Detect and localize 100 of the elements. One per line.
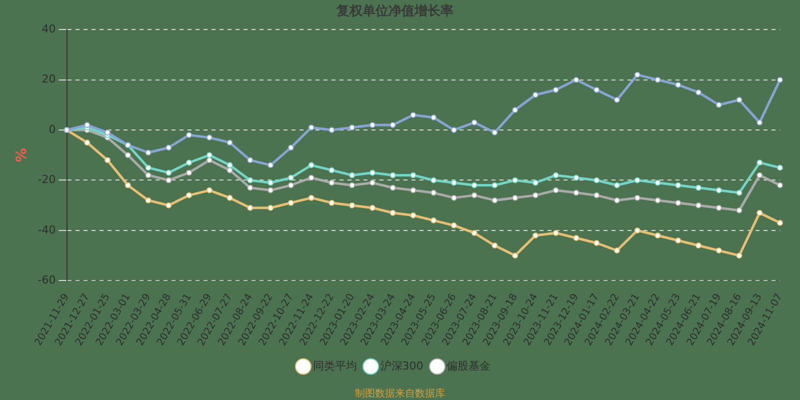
point — [145, 197, 152, 204]
point — [328, 180, 335, 186]
point — [349, 182, 356, 188]
point — [716, 102, 722, 108]
point — [512, 252, 518, 259]
point — [695, 242, 702, 249]
point — [675, 182, 682, 188]
point — [573, 234, 580, 241]
point — [654, 76, 661, 83]
point — [328, 200, 335, 206]
point — [532, 192, 538, 198]
y-tick-label: -20 — [38, 173, 56, 186]
point — [166, 177, 172, 184]
point — [471, 119, 478, 126]
point — [410, 212, 416, 218]
point — [288, 144, 294, 151]
point — [410, 187, 416, 194]
point — [492, 242, 498, 249]
point — [288, 174, 294, 181]
point — [166, 144, 172, 151]
point — [186, 170, 192, 176]
legend-label: 沪深300 — [380, 359, 424, 372]
point — [450, 222, 457, 228]
point — [675, 82, 682, 88]
point — [206, 134, 212, 141]
point — [716, 248, 722, 254]
point — [349, 124, 356, 131]
point — [654, 197, 661, 204]
point — [777, 164, 783, 171]
point — [471, 230, 478, 236]
point — [634, 194, 640, 201]
legend-label: 同类平均 — [312, 359, 357, 372]
point — [634, 177, 640, 184]
point — [492, 130, 498, 136]
point — [186, 192, 192, 198]
point — [288, 182, 294, 188]
point — [756, 210, 763, 216]
point — [390, 122, 396, 128]
point — [84, 140, 90, 146]
point — [552, 86, 559, 93]
legend-label: 偏股基金 — [446, 359, 491, 372]
point — [675, 238, 682, 244]
point — [450, 127, 457, 134]
point — [268, 180, 274, 186]
point — [594, 177, 600, 184]
point — [654, 232, 661, 238]
point — [614, 182, 620, 188]
point — [756, 172, 763, 178]
point — [349, 172, 356, 178]
point — [716, 187, 722, 194]
point — [390, 210, 396, 216]
point — [145, 164, 152, 171]
point — [410, 172, 416, 178]
point — [308, 162, 314, 168]
point — [594, 192, 600, 198]
point — [634, 72, 640, 78]
point — [777, 220, 783, 226]
point — [84, 122, 90, 128]
point — [695, 89, 702, 96]
point — [226, 140, 233, 146]
point — [390, 184, 396, 191]
point — [206, 187, 212, 194]
point — [410, 112, 416, 118]
point — [471, 192, 478, 198]
point — [654, 180, 661, 186]
point — [369, 204, 376, 211]
point — [124, 152, 131, 158]
point — [430, 177, 437, 184]
point — [573, 190, 580, 196]
point — [430, 217, 437, 224]
point — [349, 202, 356, 208]
point — [512, 106, 518, 113]
point — [328, 127, 335, 134]
point — [226, 194, 233, 201]
point — [450, 194, 457, 201]
point — [206, 152, 212, 158]
point — [614, 96, 620, 103]
point — [512, 177, 518, 184]
point — [268, 204, 274, 211]
y-axis-title: % — [14, 148, 30, 162]
point — [532, 92, 538, 98]
point — [552, 172, 559, 178]
point — [552, 187, 559, 194]
point — [532, 180, 538, 186]
point — [695, 202, 702, 208]
point — [573, 174, 580, 181]
point — [124, 182, 131, 188]
point — [552, 230, 559, 236]
point — [369, 180, 376, 186]
point — [736, 207, 742, 214]
point — [328, 167, 335, 174]
point — [573, 76, 580, 83]
point — [206, 157, 212, 164]
point — [104, 130, 111, 136]
point — [777, 76, 783, 83]
point — [634, 227, 640, 234]
point — [166, 170, 172, 176]
point — [145, 172, 152, 178]
point — [471, 182, 478, 188]
point — [512, 194, 518, 201]
